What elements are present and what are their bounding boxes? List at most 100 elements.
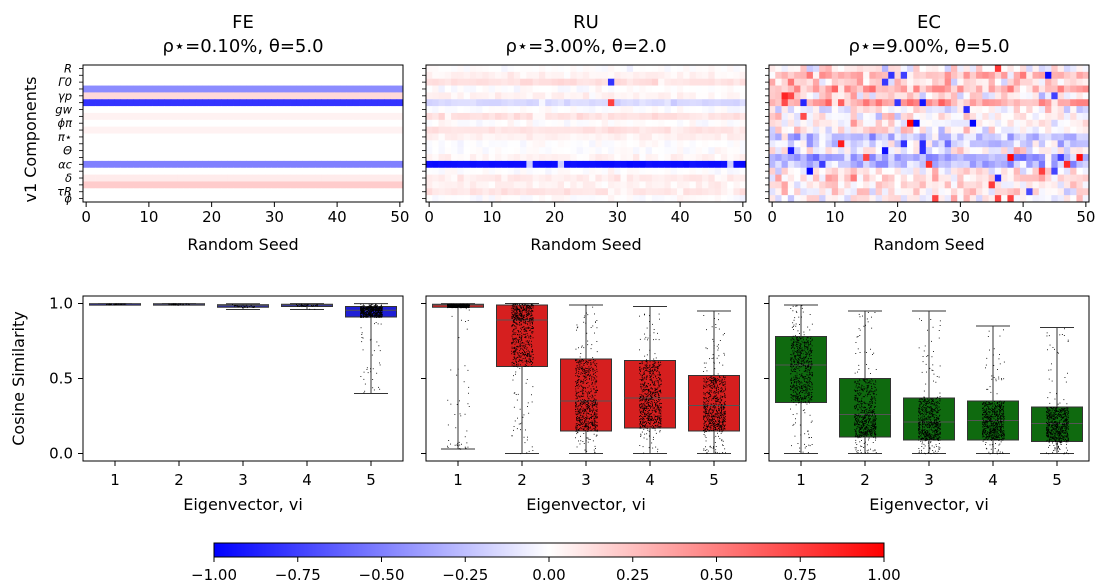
heatmap-cell xyxy=(451,167,458,175)
heatmap-cell xyxy=(214,126,222,134)
heatmap-cell xyxy=(333,126,341,134)
heatmap-cell xyxy=(982,112,989,121)
scatter-point xyxy=(117,303,119,305)
heatmap-cell xyxy=(932,99,939,107)
heatmap-cell xyxy=(863,181,870,189)
heatmap-cell xyxy=(227,92,234,100)
scatter-point xyxy=(370,307,372,309)
heatmap-cell xyxy=(513,147,521,155)
heatmap-cell xyxy=(520,174,527,182)
heatmap-cell xyxy=(875,154,883,162)
heatmap-cell xyxy=(806,195,814,203)
heatmap-cell xyxy=(89,71,96,80)
scatter-point xyxy=(366,307,367,309)
scatter-point xyxy=(363,304,364,306)
scatter-point xyxy=(360,313,362,314)
heatmap-cell xyxy=(695,65,703,73)
heatmap-cell xyxy=(1019,147,1027,155)
heatmap-cell xyxy=(538,174,546,182)
heatmap-cell xyxy=(227,99,234,107)
heatmap-cell xyxy=(551,147,559,155)
heatmap-cell xyxy=(739,65,747,73)
heatmap-cell xyxy=(264,167,272,175)
heatmap-cell xyxy=(787,181,795,189)
heatmap-cell xyxy=(283,106,291,114)
heatmap-cell xyxy=(526,78,534,86)
scatter-point xyxy=(366,312,367,314)
heatmap-cell xyxy=(89,188,96,196)
heatmap-cell xyxy=(658,126,665,134)
heatmap-cell xyxy=(538,106,546,114)
heatmap-cell xyxy=(139,133,147,141)
heatmap-cell xyxy=(264,65,272,73)
heatmap-cell xyxy=(875,188,883,196)
heatmap-cell xyxy=(264,99,272,107)
heatmap-cell xyxy=(888,154,895,162)
heatmap-cell xyxy=(739,140,747,148)
heatmap-cell xyxy=(982,65,989,73)
heatmap-cell xyxy=(957,181,964,189)
heatmap-cell xyxy=(302,119,310,128)
heatmap-cell xyxy=(702,78,709,86)
scatter-point xyxy=(529,344,530,346)
scatter-point xyxy=(369,316,371,318)
heatmap-cell xyxy=(507,119,515,128)
heatmap-cell xyxy=(532,65,540,73)
heatmap-cell xyxy=(739,126,747,134)
heatmap-cell xyxy=(607,92,615,100)
heatmap-cell xyxy=(221,154,228,162)
heatmap-cell xyxy=(570,154,577,162)
heatmap-cell xyxy=(582,78,590,86)
y-tick-label: gw xyxy=(55,103,72,117)
heatmap-cell xyxy=(327,188,335,196)
heatmap-cell xyxy=(426,112,433,121)
heatmap-cell xyxy=(819,126,826,134)
heatmap-cell xyxy=(850,140,858,148)
heatmap-cell xyxy=(614,167,621,175)
scatter-point xyxy=(466,303,468,305)
heatmap-cell xyxy=(733,78,741,86)
x-axis-label: Random Seed xyxy=(187,235,298,254)
heatmap-cell xyxy=(1026,99,1033,107)
heatmap-cell xyxy=(819,78,826,86)
heatmap-cell xyxy=(639,160,646,169)
heatmap-cell xyxy=(944,174,952,182)
heatmap-cell xyxy=(183,106,191,114)
heatmap-cell xyxy=(1082,112,1090,121)
scatter-point xyxy=(373,306,375,308)
heatmap-cell xyxy=(564,65,571,73)
heatmap-cell xyxy=(302,195,310,203)
heatmap-cell xyxy=(1032,85,1040,93)
scatter-point xyxy=(373,305,375,307)
scatter-point xyxy=(468,392,469,394)
heatmap-cell xyxy=(365,195,373,203)
heatmap-cell xyxy=(390,147,398,155)
scatter-point xyxy=(297,305,299,307)
heatmap-cell xyxy=(277,119,285,128)
heatmap-cell xyxy=(819,112,826,121)
heatmap-cell xyxy=(290,188,297,196)
scatter-point xyxy=(531,304,533,306)
heatmap-cell xyxy=(371,133,379,141)
heatmap-cell xyxy=(1070,106,1077,114)
heatmap-cell xyxy=(302,71,310,80)
scatter-point xyxy=(531,343,532,345)
heatmap-cell xyxy=(321,160,329,169)
heatmap-cell xyxy=(994,99,1002,107)
heatmap-cell xyxy=(371,188,379,196)
heatmap-cell xyxy=(850,99,858,107)
heatmap-cell xyxy=(89,85,96,93)
scatter-point xyxy=(451,304,453,306)
heatmap-cell xyxy=(658,147,665,155)
scatter-point xyxy=(366,308,367,310)
heatmap-cell xyxy=(695,99,703,107)
heatmap-cell xyxy=(589,133,596,141)
heatmap-cell xyxy=(875,65,883,73)
heatmap-cell xyxy=(296,195,303,203)
heatmap-cell xyxy=(526,112,534,121)
heatmap-cell xyxy=(139,126,147,134)
heatmap-cell xyxy=(812,106,820,114)
heatmap-cell xyxy=(315,174,322,182)
